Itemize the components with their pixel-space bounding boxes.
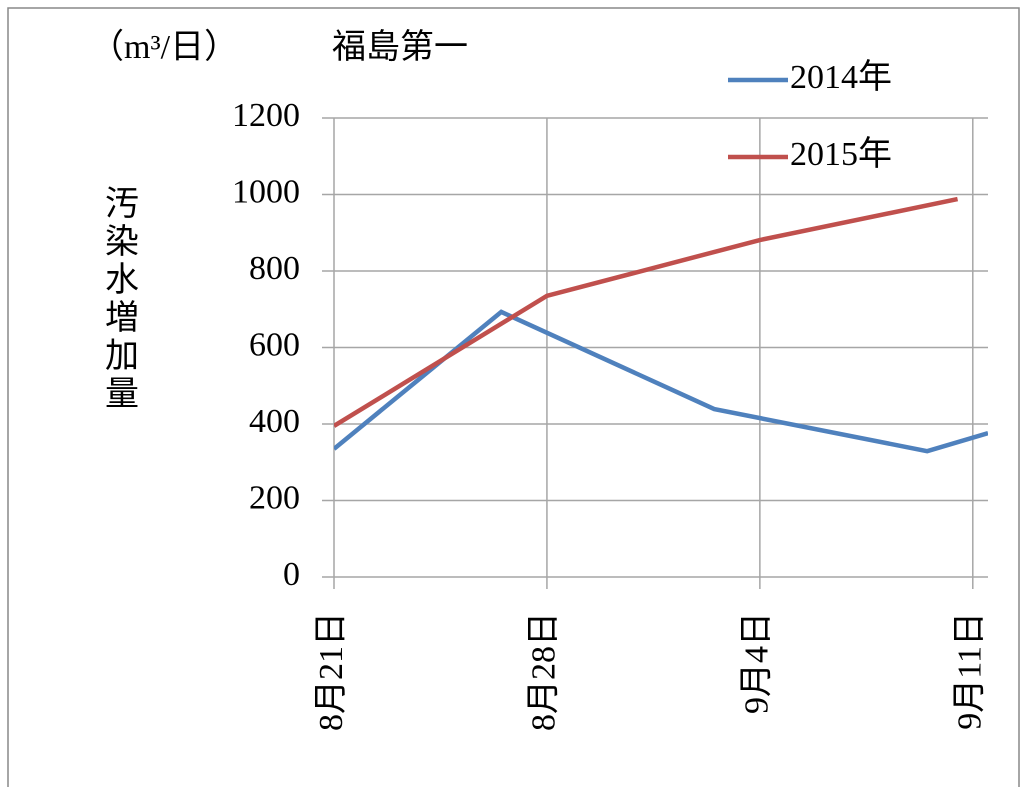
y-tick-label: 200 bbox=[249, 479, 300, 516]
x-tick-label: 8月28日 bbox=[526, 612, 563, 731]
legend-label: 2015年 bbox=[790, 135, 892, 173]
y-tick-label: 800 bbox=[249, 250, 300, 287]
unit-label: （m³/日） bbox=[90, 28, 238, 66]
legend-label: 2014年 bbox=[790, 58, 892, 96]
y-tick-label: 1000 bbox=[232, 173, 300, 210]
y-axis-label: 汚染水増加量 bbox=[100, 185, 139, 413]
x-tick-label: 8月21日 bbox=[313, 612, 350, 731]
y-tick-label: 0 bbox=[283, 556, 300, 593]
chart-title: 福島第一 bbox=[332, 28, 468, 66]
y-tick-label: 400 bbox=[249, 403, 300, 440]
x-tick-label: 9月11日 bbox=[952, 612, 989, 730]
x-tick-label: 9月4日 bbox=[739, 612, 776, 714]
series-line bbox=[334, 196, 959, 428]
y-tick-label: 1200 bbox=[232, 97, 300, 134]
y-tick-label: 600 bbox=[249, 326, 300, 363]
frame bbox=[7, 7, 1020, 787]
series-line bbox=[334, 309, 988, 454]
